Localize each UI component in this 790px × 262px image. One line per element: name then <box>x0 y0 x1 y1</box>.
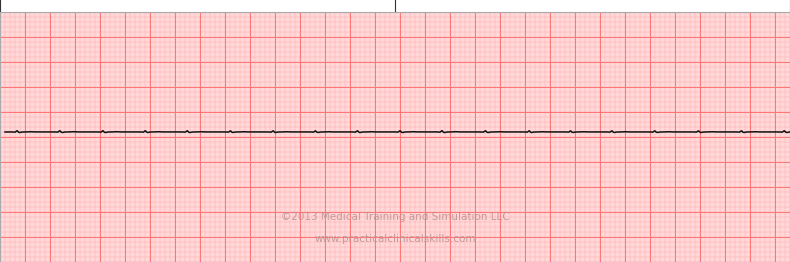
Text: www.practicalclinicalskills.com: www.practicalclinicalskills.com <box>314 234 476 244</box>
Text: ©2013 Medical Training and Simulation LLC: ©2013 Medical Training and Simulation LL… <box>280 212 510 222</box>
